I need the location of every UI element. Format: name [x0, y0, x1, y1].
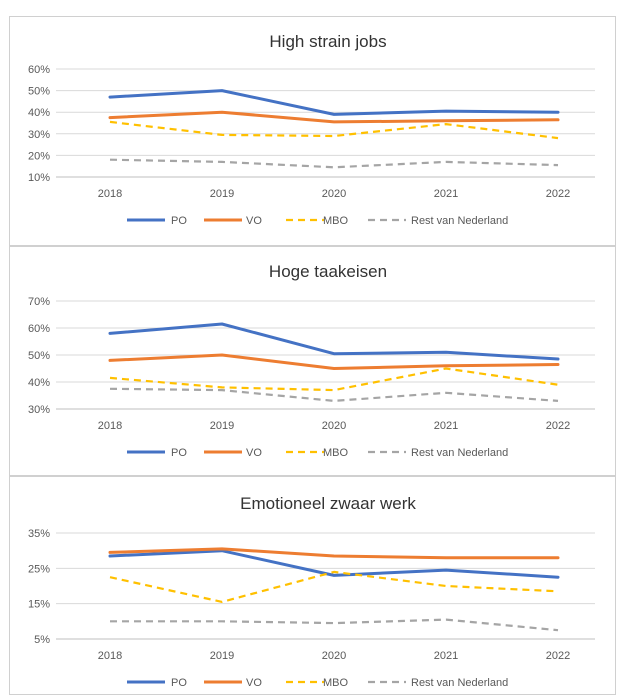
- x-tick-label: 2020: [322, 188, 346, 200]
- legend-label-rest-van-nederland: Rest van Nederland: [411, 447, 508, 459]
- y-tick-label: 40%: [28, 377, 50, 389]
- series-line-rest-van-nederland: [110, 618, 559, 632]
- legend-label-vo: VO: [246, 677, 262, 689]
- x-tick-label: 2022: [546, 650, 570, 662]
- y-tick-label: 30%: [28, 404, 50, 416]
- legend-label-vo: VO: [246, 447, 262, 459]
- series-line-po: [108, 89, 560, 116]
- series-line-mbo: [109, 367, 559, 392]
- x-tick-label: 2018: [98, 650, 122, 662]
- series-line-vo: [108, 353, 560, 370]
- chart-hoge-taakeisen: Hoge taakeisen 30% 40% 50% 60% 70% 2018 2019 2…: [28, 262, 595, 459]
- chart-title: Emotioneel zwaar werk: [240, 494, 416, 513]
- x-tick-label: 2020: [322, 650, 346, 662]
- x-tick-label: 2021: [434, 420, 458, 432]
- y-tick-label: 50%: [28, 86, 50, 98]
- y-tick-label: 10%: [28, 172, 50, 184]
- legend-label-rest-van-nederland: Rest van Nederland: [411, 677, 508, 689]
- series-line-rest-van-nederland: [109, 158, 559, 169]
- chart-title: High strain jobs: [269, 32, 386, 51]
- x-tick-label: 2021: [434, 188, 458, 200]
- x-tick-label: 2020: [322, 420, 346, 432]
- legend-label-po: PO: [171, 215, 187, 227]
- legend-label-mbo: MBO: [323, 677, 349, 689]
- x-tick-label: 2018: [98, 188, 122, 200]
- series-line-mbo: [109, 570, 559, 604]
- legend-label-mbo: MBO: [323, 447, 349, 459]
- series-line-vo: [108, 110, 560, 124]
- legend-label-rest-van-nederland: Rest van Nederland: [411, 215, 508, 227]
- chart-title: Hoge taakeisen: [269, 262, 387, 281]
- x-tick-label: 2021: [434, 650, 458, 662]
- x-tick-label: 2019: [210, 420, 234, 432]
- y-tick-label: 25%: [28, 563, 50, 575]
- chart-emotioneel: Emotioneel zwaar werk 5% 15% 25% 35% 2018 20…: [28, 494, 595, 689]
- chart-panel-hoge-taakeisen: Hoge taakeisen 30% 40% 50% 60% 70% 2018 2019 2…: [9, 246, 616, 476]
- x-tick-label: 2018: [98, 420, 122, 432]
- x-tick-label: 2022: [546, 420, 570, 432]
- legend-label-vo: VO: [246, 215, 262, 227]
- y-tick-label: 35%: [28, 528, 50, 540]
- x-tick-label: 2019: [210, 650, 234, 662]
- y-tick-label: 5%: [34, 634, 50, 646]
- legend-label-po: PO: [171, 677, 187, 689]
- chart-panel-emotioneel: Emotioneel zwaar werk 5% 15% 25% 35% 2018 20…: [9, 476, 616, 695]
- x-tick-label: 2019: [210, 188, 234, 200]
- y-tick-label: 15%: [28, 599, 50, 611]
- y-tick-label: 70%: [28, 296, 50, 308]
- series-line-vo: [108, 547, 560, 560]
- x-tick-label: 2022: [546, 188, 570, 200]
- series-line-rest-van-nederland: [109, 387, 559, 402]
- y-tick-label: 60%: [28, 323, 50, 335]
- series-line-po: [108, 549, 560, 579]
- y-tick-label: 30%: [28, 129, 50, 141]
- y-tick-label: 50%: [28, 350, 50, 362]
- y-tick-label: 40%: [28, 107, 50, 119]
- series-line-po: [108, 322, 560, 361]
- legend-label-mbo: MBO: [323, 215, 349, 227]
- legend-label-po: PO: [171, 447, 187, 459]
- series-line-mbo: [109, 120, 559, 140]
- y-tick-label: 20%: [28, 150, 50, 162]
- chart-panel-high-strain: High strain jobs 10% 20% 30% 40% 50% 60% 2018…: [9, 16, 616, 246]
- y-tick-label: 60%: [28, 64, 50, 76]
- chart-high-strain: High strain jobs 10% 20% 30% 40% 50% 60% 2018…: [28, 32, 595, 227]
